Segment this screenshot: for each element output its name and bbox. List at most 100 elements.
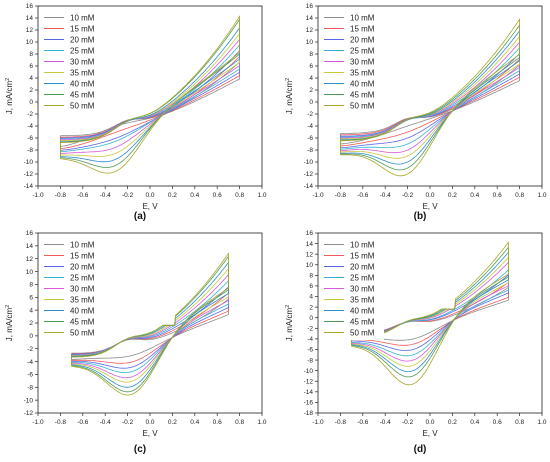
x-tick-label: -0.8 (335, 419, 347, 426)
y-axis-title: J, mA/cm2 (285, 78, 294, 114)
panel-caption: (b) (414, 211, 427, 222)
x-tick-label: -1.0 (312, 419, 324, 426)
y-axis-title: J, mA/cm2 (5, 305, 14, 341)
x-tick-label: 0.0 (145, 419, 154, 426)
x-tick-label: 0.4 (470, 419, 479, 426)
y-tick-label: -14 (304, 183, 314, 190)
y-tick-label: 14 (306, 241, 314, 248)
x-tick-label: -0.8 (55, 192, 67, 199)
y-tick-label: 12 (306, 251, 314, 258)
legend-label: 45 mM (70, 318, 95, 327)
y-tick-label: -2 (27, 111, 33, 118)
y-tick-label: 4 (29, 75, 33, 82)
y-tick-label: 0 (29, 333, 33, 340)
y-tick-label: 10 (26, 269, 34, 276)
legend-label: 50 mM (350, 102, 375, 111)
y-tick-label: -12 (304, 378, 314, 385)
x-tick-label: 1.0 (257, 192, 266, 199)
y-tick-label: 16 (306, 3, 314, 10)
x-tick-label: 0.6 (493, 419, 502, 426)
y-tick-label: -12 (304, 171, 314, 178)
legend-label: 35 mM (350, 296, 375, 305)
legend-label: 40 mM (350, 80, 375, 89)
y-tick-label: -10 (24, 159, 34, 166)
legend-label: 15 mM (350, 25, 375, 34)
x-tick-label: -1.0 (32, 419, 44, 426)
y-tick-label: -4 (27, 123, 33, 130)
x-tick-label: -0.6 (357, 419, 369, 426)
x-tick-label: 0.0 (145, 192, 154, 199)
panel-caption: (a) (134, 211, 146, 222)
x-tick-label: -0.4 (380, 419, 392, 426)
y-tick-label: 14 (26, 243, 34, 250)
x-tick-label: -0.2 (402, 419, 414, 426)
legend-label: 20 mM (70, 263, 95, 272)
y-tick-label: 10 (306, 262, 314, 269)
y-tick-label: 8 (29, 282, 33, 289)
x-tick-label: 0.6 (213, 192, 222, 199)
x-tick-label: 1.0 (537, 419, 546, 426)
x-tick-label: -0.6 (357, 192, 369, 199)
y-tick-label: 12 (26, 256, 34, 263)
y-tick-label: -16 (304, 400, 314, 407)
x-tick-label: -0.8 (55, 419, 67, 426)
x-tick-label: -1.0 (312, 192, 324, 199)
y-tick-label: 16 (306, 230, 314, 237)
panel-caption: (c) (134, 444, 146, 455)
series-line-15-mM (340, 58, 520, 147)
y-tick-label: -8 (307, 147, 313, 154)
legend-label: 40 mM (350, 307, 375, 316)
legend-label: 30 mM (350, 58, 375, 67)
y-tick-label: 8 (29, 51, 33, 58)
y-tick-label: -12 (24, 410, 34, 417)
y-tick-label: 2 (309, 304, 313, 311)
y-tick-label: 6 (309, 283, 313, 290)
y-tick-label: -10 (24, 397, 34, 404)
y-tick-label: -6 (27, 135, 33, 142)
legend-label: 30 mM (70, 58, 95, 67)
legend-label: 20 mM (350, 36, 375, 45)
y-tick-label: -2 (307, 325, 313, 332)
cv-panel-4: -1.0 -0.8 -0.6 -0.4 -0.2 0.0 0.2 0.4 0.6 0.8 1.0 16… (285, 230, 547, 455)
x-tick-label: 0.2 (448, 419, 457, 426)
series-group (71, 252, 229, 396)
x-tick-label: 0.8 (515, 419, 524, 426)
series-line-50-mM (351, 241, 509, 386)
y-tick-label: -4 (307, 123, 313, 130)
legend-label: 50 mM (70, 329, 95, 338)
cv-panel-2: -1.0 -0.8 -0.6 -0.4 -0.2 0.0 0.2 0.4 0.6 0.8 1.0 16… (285, 3, 547, 222)
x-tick-label: 1.0 (537, 192, 546, 199)
y-tick-label: 2 (309, 87, 313, 94)
y-tick-label: 4 (309, 75, 313, 82)
y-tick-label: 12 (26, 27, 34, 34)
y-tick-label: 12 (306, 27, 314, 34)
y-tick-label: -6 (27, 372, 33, 379)
y-tick-label: 6 (309, 63, 313, 70)
legend-label: 10 mM (350, 14, 375, 23)
y-tick-label: 8 (309, 51, 313, 58)
y-tick-label: 2 (29, 87, 33, 94)
y-tick-label: -14 (304, 389, 314, 396)
series-line-50-mM (71, 252, 229, 396)
legend-label: 30 mM (350, 285, 375, 294)
series-line-50-mM (60, 15, 240, 174)
legend-label: 15 mM (70, 252, 95, 261)
x-tick-label: 0.8 (515, 192, 524, 199)
y-axis-title: J, mA/cm2 (5, 78, 14, 114)
x-axis-title: E, V (142, 202, 158, 211)
y-tick-label: -10 (304, 159, 314, 166)
y-tick-label: -10 (304, 368, 314, 375)
cv-panel-3: -1.0 -0.8 -0.6 -0.4 -0.2 0.0 0.2 0.4 0.6 0.8 1.0 16… (5, 230, 267, 455)
y-tick-label: -4 (307, 336, 313, 343)
y-tick-label: -6 (307, 135, 313, 142)
legend-label: 10 mM (350, 241, 375, 250)
x-tick-label: 0.6 (493, 192, 502, 199)
y-tick-label: -2 (307, 111, 313, 118)
legend-label: 35 mM (350, 69, 375, 78)
x-tick-label: 0.8 (235, 419, 244, 426)
series-line-10-mM (340, 63, 520, 145)
y-tick-label: 10 (306, 39, 314, 46)
y-tick-label: 6 (29, 63, 33, 70)
cv-panel-1: -1.0 -0.8 -0.6 -0.4 -0.2 0.0 0.2 0.4 0.6 0.8 1.0 16… (5, 3, 267, 222)
